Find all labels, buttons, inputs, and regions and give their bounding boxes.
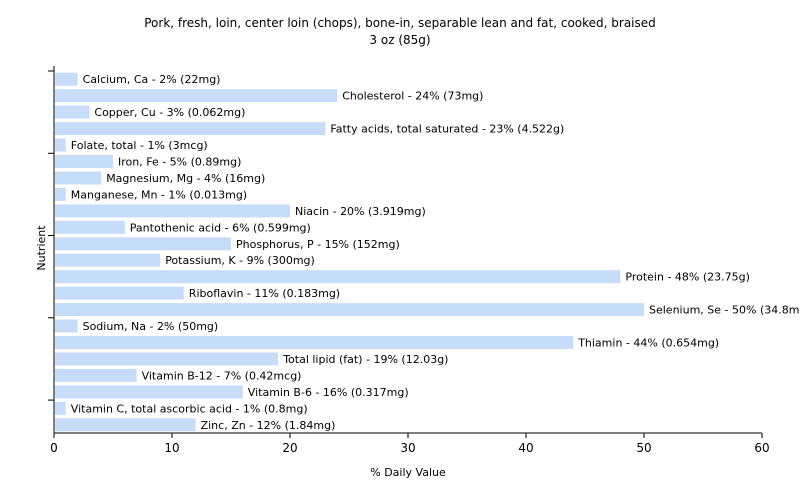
x-tick-label: 30 — [400, 441, 415, 455]
bar — [55, 303, 644, 317]
bar — [55, 286, 184, 300]
bar — [55, 138, 66, 152]
bar-label: Pantothenic acid - 6% (0.599mg) — [130, 221, 311, 234]
bar-label: Zinc, Zn - 12% (1.84mg) — [201, 419, 336, 432]
y-axis-title: Nutrient — [35, 225, 48, 271]
x-tick-label: 0 — [50, 441, 58, 455]
bar — [55, 72, 78, 86]
bar — [55, 336, 574, 349]
bar-label: Selenium, Se - 50% (34.8mcg) — [649, 304, 800, 317]
bar — [55, 220, 125, 234]
bar-label: Cholesterol - 24% (73mg) — [342, 90, 483, 103]
bar-label: Riboflavin - 11% (0.183mg) — [189, 287, 340, 300]
x-tick-label: 60 — [754, 441, 769, 455]
bar-label: Potassium, K - 9% (300mg) — [165, 254, 315, 267]
bar-label: Phosphorus, P - 15% (152mg) — [236, 238, 400, 251]
bar-label: Manganese, Mn - 1% (0.013mg) — [71, 188, 247, 201]
x-tick-label: 10 — [164, 441, 179, 455]
bar — [55, 89, 338, 103]
bar-label: Magnesium, Mg - 4% (16mg) — [106, 172, 265, 185]
bars-group: Calcium, Ca - 2% (22mg) Cholesterol - 24%… — [55, 72, 800, 432]
bar — [55, 401, 66, 415]
bar-label: Thiamin - 44% (0.654mg) — [577, 337, 719, 350]
bar — [55, 122, 326, 136]
bar-label: Folate, total - 1% (3mcg) — [71, 139, 208, 152]
bar-label: Fatty acids, total saturated - 23% (4.52… — [330, 123, 564, 136]
bar-label: Vitamin B-12 - 7% (0.42mcg) — [142, 369, 302, 382]
bar — [55, 155, 113, 168]
bar-label: Vitamin C, total ascorbic acid - 1% (0.8… — [71, 402, 308, 415]
chart-title: Pork, fresh, loin, center loin (chops), … — [144, 16, 656, 30]
x-axis-title: % Daily Value — [370, 466, 446, 479]
bar — [55, 171, 102, 185]
bar — [55, 187, 66, 201]
bar — [55, 105, 90, 119]
bar-label: Sodium, Na - 2% (50mg) — [83, 320, 219, 333]
bar — [55, 319, 78, 333]
bar-label: Calcium, Ca - 2% (22mg) — [83, 73, 221, 86]
chart-subtitle: 3 oz (85g) — [369, 33, 430, 47]
x-tick-label: 20 — [282, 441, 297, 455]
bar — [55, 253, 161, 267]
bar — [55, 204, 290, 218]
x-tick-label: 50 — [636, 441, 651, 455]
bar — [55, 368, 137, 382]
bar-label: Vitamin B-6 - 16% (0.317mg) — [248, 386, 409, 399]
bar — [55, 270, 621, 284]
bar — [55, 237, 231, 251]
x-tick-label: 40 — [518, 441, 533, 455]
axes-group: 0 10 20 30 40 50 60 — [48, 66, 770, 455]
bar-label: Iron, Fe - 5% (0.89mg) — [118, 156, 241, 169]
bar-label: Copper, Cu - 3% (0.062mg) — [94, 106, 245, 119]
bar-label: Niacin - 20% (3.919mg) — [295, 205, 426, 218]
bar — [55, 385, 243, 399]
bar — [55, 418, 196, 432]
bar-label: Total lipid (fat) - 19% (12.03g) — [282, 353, 448, 366]
bar — [55, 352, 279, 366]
bar-label: Protein - 48% (23.75g) — [625, 271, 750, 284]
